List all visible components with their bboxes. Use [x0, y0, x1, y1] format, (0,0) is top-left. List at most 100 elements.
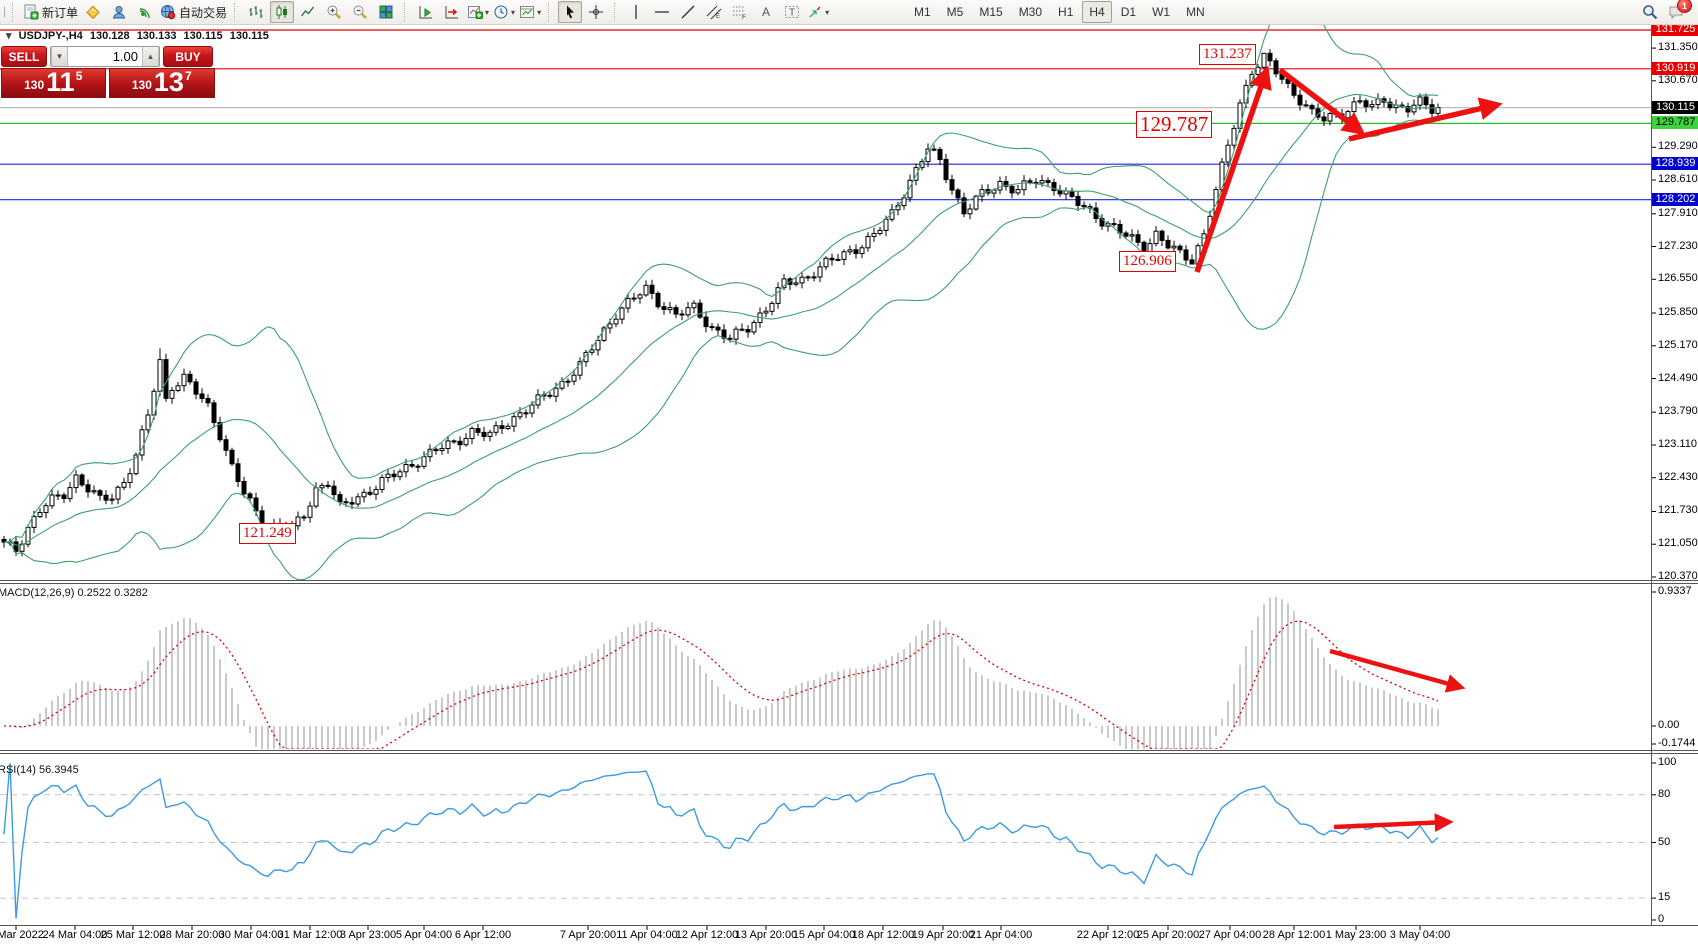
cursor-icon	[567, 5, 575, 19]
horizontal-line-tool-button[interactable]	[650, 1, 674, 23]
time-tick-19-Apr-20:00: 19 Apr 20:00	[911, 929, 975, 941]
time-tick-31-Mar-12:00: 31 Mar 12:00	[277, 929, 343, 941]
bar-chart-type-button[interactable]	[244, 1, 268, 23]
time-tick-30-Mar-04:00: 30 Mar 04:00	[218, 929, 284, 941]
time-tick-27-Apr-04:00: 27 Apr 04:00	[1198, 929, 1262, 941]
chevron-down-icon: ▾	[537, 7, 542, 17]
rsi-axis-80: 80	[1658, 787, 1671, 800]
annotation-label-129.787[interactable]: 129.787	[1136, 111, 1213, 138]
shift-chart-icon	[445, 6, 459, 19]
macd-histogram	[9, 597, 1439, 749]
trend-arrow[interactable]	[1278, 67, 1366, 136]
text-icon: A	[762, 5, 770, 19]
volume-decrease-button[interactable]: ▼	[51, 47, 68, 66]
templates-button[interactable]: ▾	[518, 1, 542, 23]
pane-separator-main-macd[interactable]	[0, 583, 1698, 584]
trend-arrow[interactable]	[1194, 65, 1272, 273]
chevron-down-icon: ▾	[511, 7, 516, 17]
pane-separator-main-macd[interactable]	[0, 580, 1698, 581]
annotation-label-121.249[interactable]: 121.249	[239, 523, 296, 544]
zoom-out-icon	[353, 5, 367, 19]
search-button[interactable]	[1638, 1, 1662, 23]
template-icon	[520, 6, 535, 18]
trend-arrow[interactable]	[1333, 813, 1454, 833]
macd-axis-0.00: 0.00	[1658, 719, 1680, 731]
timeframe-button-M30[interactable]: M30	[1018, 5, 1043, 19]
quotes-button[interactable]	[81, 1, 105, 23]
sell-price-base: 130	[24, 78, 45, 92]
annotation-label-131.237[interactable]: 131.237	[1199, 44, 1256, 65]
new-order-icon	[24, 4, 39, 20]
line-chart-type-button[interactable]	[296, 1, 320, 23]
crosshair-button[interactable]	[584, 1, 608, 23]
cursor-button[interactable]	[558, 1, 583, 23]
price-tick-125.850: 125.850	[1658, 305, 1698, 318]
new-order-button[interactable]: 新订单	[22, 1, 79, 23]
clock-icon	[494, 5, 508, 19]
fibonacci-tool-button[interactable]: F	[728, 1, 752, 23]
periods-button[interactable]: ▾	[492, 1, 516, 23]
profile-button[interactable]	[107, 1, 131, 23]
open-value: 130.128	[89, 30, 130, 42]
toolbar-separator	[404, 3, 409, 21]
time-tick-21-Apr-04:00: 21 Apr 04:00	[969, 929, 1033, 941]
timeframe-button-D1[interactable]: D1	[1120, 5, 1137, 19]
buy-price-button[interactable]: 130 13 7	[108, 67, 215, 98]
vertical-line-tool-button[interactable]	[624, 1, 648, 23]
macd-label: MACD(12,26,9) 0.2522 0.3282	[0, 587, 148, 599]
candlestick-icon	[276, 5, 288, 19]
time-tick-2-Mar-2022: 2 Mar 2022	[0, 929, 44, 941]
trendline-tool-button[interactable]	[676, 1, 700, 23]
line-chart-icon	[300, 6, 315, 17]
auto-trading-button[interactable]: 自动交易	[159, 1, 228, 23]
toolbar-separator	[12, 3, 17, 21]
buy-button[interactable]: BUY	[163, 46, 213, 67]
annotation-label-126.906[interactable]: 126.906	[1119, 251, 1176, 272]
text-tool-button[interactable]: A	[754, 1, 778, 23]
candle-chart-type-button[interactable]	[270, 1, 295, 23]
time-tick-6-Apr-12:00: 6 Apr 12:00	[454, 929, 512, 941]
pane-separator-macd-rsi[interactable]	[0, 750, 1698, 751]
price-tick-124.490: 124.490	[1658, 371, 1698, 384]
timeframe-button-W1[interactable]: W1	[1152, 5, 1171, 19]
collapse-arrow-icon[interactable]: ▾	[6, 30, 12, 42]
timeframe-button-M15[interactable]: M15	[979, 5, 1003, 19]
sell-button[interactable]: SELL	[1, 46, 47, 67]
auto-scroll-button[interactable]	[414, 1, 438, 23]
timeframe-button-H1[interactable]: H1	[1058, 5, 1074, 19]
macd-axis-0.9337: 0.9337	[1658, 585, 1692, 597]
sell-price-button[interactable]: 130 11 5	[1, 68, 106, 98]
auto-trading-label: 自动交易	[179, 5, 228, 20]
trend-arrow[interactable]	[1329, 648, 1466, 693]
tile-windows-button[interactable]	[374, 1, 398, 23]
clipped-edge-icon	[0, 1, 6, 23]
rsi-axis-15: 15	[1658, 891, 1671, 904]
price-tick-131.350: 131.350	[1658, 41, 1698, 54]
signal-button[interactable]	[133, 1, 157, 23]
buy-price-pips: 13	[153, 67, 184, 97]
volume-increase-button[interactable]: ▲	[142, 47, 159, 66]
time-tick-3-May-04:00: 3 May 04:00	[1389, 929, 1451, 941]
svg-text:E: E	[716, 14, 720, 20]
zoom-in-button[interactable]	[322, 1, 346, 23]
notifications-button[interactable]: 1	[1664, 0, 1692, 23]
timeframe-button-M1[interactable]: M1	[914, 5, 931, 19]
zoom-out-button[interactable]	[348, 1, 372, 23]
timeframe-button-MN[interactable]: MN	[1186, 5, 1205, 19]
price-tick-121.050: 121.050	[1658, 537, 1698, 550]
volume-input[interactable]	[68, 47, 142, 66]
timeframe-button-H4[interactable]: H4	[1082, 1, 1112, 23]
label-tool-button[interactable]: T	[780, 1, 804, 23]
pane-separator-macd-rsi[interactable]	[0, 753, 1698, 754]
trendline-icon	[681, 5, 695, 19]
channel-tool-button[interactable]: E	[702, 1, 726, 23]
toolbar-separator	[234, 3, 239, 21]
trend-arrow[interactable]	[1348, 97, 1503, 142]
indicators-button[interactable]: ▾	[466, 1, 490, 23]
shift-chart-button[interactable]	[440, 1, 464, 23]
arrows-tool-button[interactable]: ▾	[806, 1, 830, 23]
timeframe-button-M5[interactable]: M5	[946, 5, 964, 19]
auto-scroll-icon	[419, 6, 433, 19]
